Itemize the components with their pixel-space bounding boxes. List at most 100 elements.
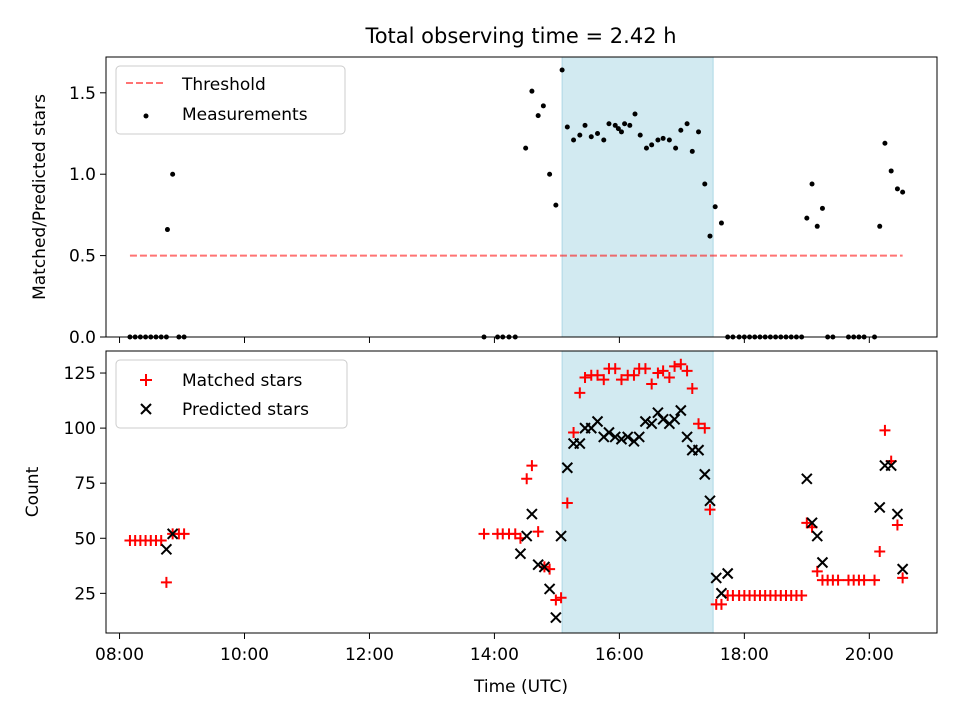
data-point bbox=[164, 227, 170, 233]
legend-matched-label: Matched stars bbox=[182, 371, 302, 391]
data-point bbox=[686, 382, 698, 394]
y-tick-label: 1.0 bbox=[69, 165, 96, 185]
data-point bbox=[891, 519, 903, 531]
data-point bbox=[885, 459, 897, 472]
x-tick-label: 16:00 bbox=[595, 645, 644, 665]
data-point bbox=[622, 431, 634, 443]
data-point bbox=[526, 508, 538, 520]
data-point bbox=[543, 583, 556, 595]
data-point bbox=[547, 171, 553, 177]
data-point bbox=[879, 424, 891, 436]
data-point bbox=[882, 140, 888, 146]
data-point bbox=[681, 365, 693, 377]
data-point bbox=[657, 365, 669, 377]
data-point bbox=[804, 215, 810, 221]
data-point bbox=[704, 504, 716, 516]
data-point bbox=[592, 369, 604, 381]
y-tick-label: 25 bbox=[74, 584, 96, 604]
data-point bbox=[559, 67, 565, 73]
data-point bbox=[869, 574, 881, 586]
data-point bbox=[704, 495, 716, 507]
data-point bbox=[555, 530, 567, 542]
data-point bbox=[702, 181, 708, 187]
y-tick-label: 100 bbox=[64, 419, 96, 439]
observing-span-bottom bbox=[561, 350, 714, 634]
legend-measurements-swatch bbox=[143, 113, 149, 119]
data-point bbox=[532, 558, 544, 571]
data-point bbox=[588, 134, 594, 140]
legend-top: Threshold Measurements bbox=[115, 65, 346, 135]
data-point bbox=[568, 427, 580, 439]
data-point bbox=[582, 122, 588, 128]
data-point bbox=[571, 137, 577, 143]
panel-ratio: 0.0 0.5 1.0 1.5 Matched/Predicted stars Thr… bbox=[30, 56, 938, 348]
data-point bbox=[553, 202, 559, 208]
panel-count: 25 50 75 100 125 08:00 10:00 12:00 14:00 16:00 18… bbox=[23, 350, 938, 697]
data-point bbox=[811, 565, 823, 577]
data-point bbox=[652, 367, 664, 379]
data-point bbox=[579, 371, 591, 383]
data-point bbox=[639, 363, 651, 375]
data-point bbox=[699, 468, 711, 481]
data-point bbox=[555, 592, 567, 604]
data-point bbox=[888, 168, 894, 174]
legend-bottom: Matched stars Predicted stars bbox=[115, 359, 348, 429]
data-point bbox=[574, 387, 586, 399]
x-tick-label: 18:00 bbox=[720, 645, 769, 665]
data-point bbox=[595, 131, 601, 137]
data-point bbox=[801, 473, 813, 485]
data-point bbox=[155, 534, 167, 546]
x-tick-label: 10:00 bbox=[220, 645, 269, 665]
y-tick-label: 50 bbox=[74, 529, 96, 549]
data-point bbox=[657, 413, 669, 426]
data-point bbox=[166, 528, 179, 540]
data-point bbox=[668, 413, 681, 426]
data-point bbox=[696, 129, 702, 135]
data-point bbox=[707, 233, 713, 239]
data-point bbox=[806, 517, 818, 529]
data-point bbox=[627, 122, 633, 128]
y-axis-label-top: Matched/Predicted stars bbox=[30, 94, 50, 300]
x-tick-label: 20:00 bbox=[845, 645, 894, 665]
x-tick-label: 14:00 bbox=[470, 645, 519, 665]
data-point bbox=[897, 572, 909, 584]
data-point bbox=[891, 508, 904, 520]
data-point bbox=[689, 148, 695, 154]
data-point bbox=[858, 574, 870, 586]
y-tick-label: 125 bbox=[64, 364, 96, 384]
data-point bbox=[710, 572, 722, 584]
data-point bbox=[637, 132, 643, 138]
x-tick-label: 12:00 bbox=[345, 645, 394, 665]
data-point bbox=[900, 189, 906, 195]
series-predicted-stars bbox=[160, 404, 909, 624]
y-tick-label: 75 bbox=[74, 474, 96, 494]
data-point bbox=[609, 363, 621, 375]
legend-matched-swatch bbox=[140, 374, 152, 386]
data-point bbox=[721, 567, 734, 580]
data-point bbox=[478, 528, 490, 540]
data-point bbox=[894, 186, 900, 192]
data-point bbox=[669, 360, 681, 372]
data-point bbox=[718, 220, 724, 226]
observing-span-top bbox=[561, 56, 714, 338]
data-point bbox=[675, 358, 687, 370]
y-tick-label: 0.0 bbox=[69, 328, 96, 348]
data-point bbox=[681, 431, 693, 443]
data-point bbox=[646, 378, 658, 390]
plot-frame-top bbox=[105, 56, 938, 338]
data-point bbox=[816, 556, 829, 569]
data-point bbox=[809, 181, 815, 187]
data-point bbox=[538, 561, 551, 573]
data-point bbox=[819, 205, 825, 211]
legend-box-top bbox=[115, 65, 346, 135]
data-point bbox=[874, 545, 886, 557]
data-point bbox=[606, 121, 612, 127]
data-point bbox=[632, 111, 638, 117]
data-point bbox=[603, 426, 615, 439]
data-point bbox=[514, 547, 527, 560]
data-point bbox=[692, 444, 705, 456]
legend-predicted-swatch bbox=[140, 403, 152, 415]
y-tick-label: 0.5 bbox=[69, 247, 96, 267]
data-point bbox=[615, 374, 627, 386]
